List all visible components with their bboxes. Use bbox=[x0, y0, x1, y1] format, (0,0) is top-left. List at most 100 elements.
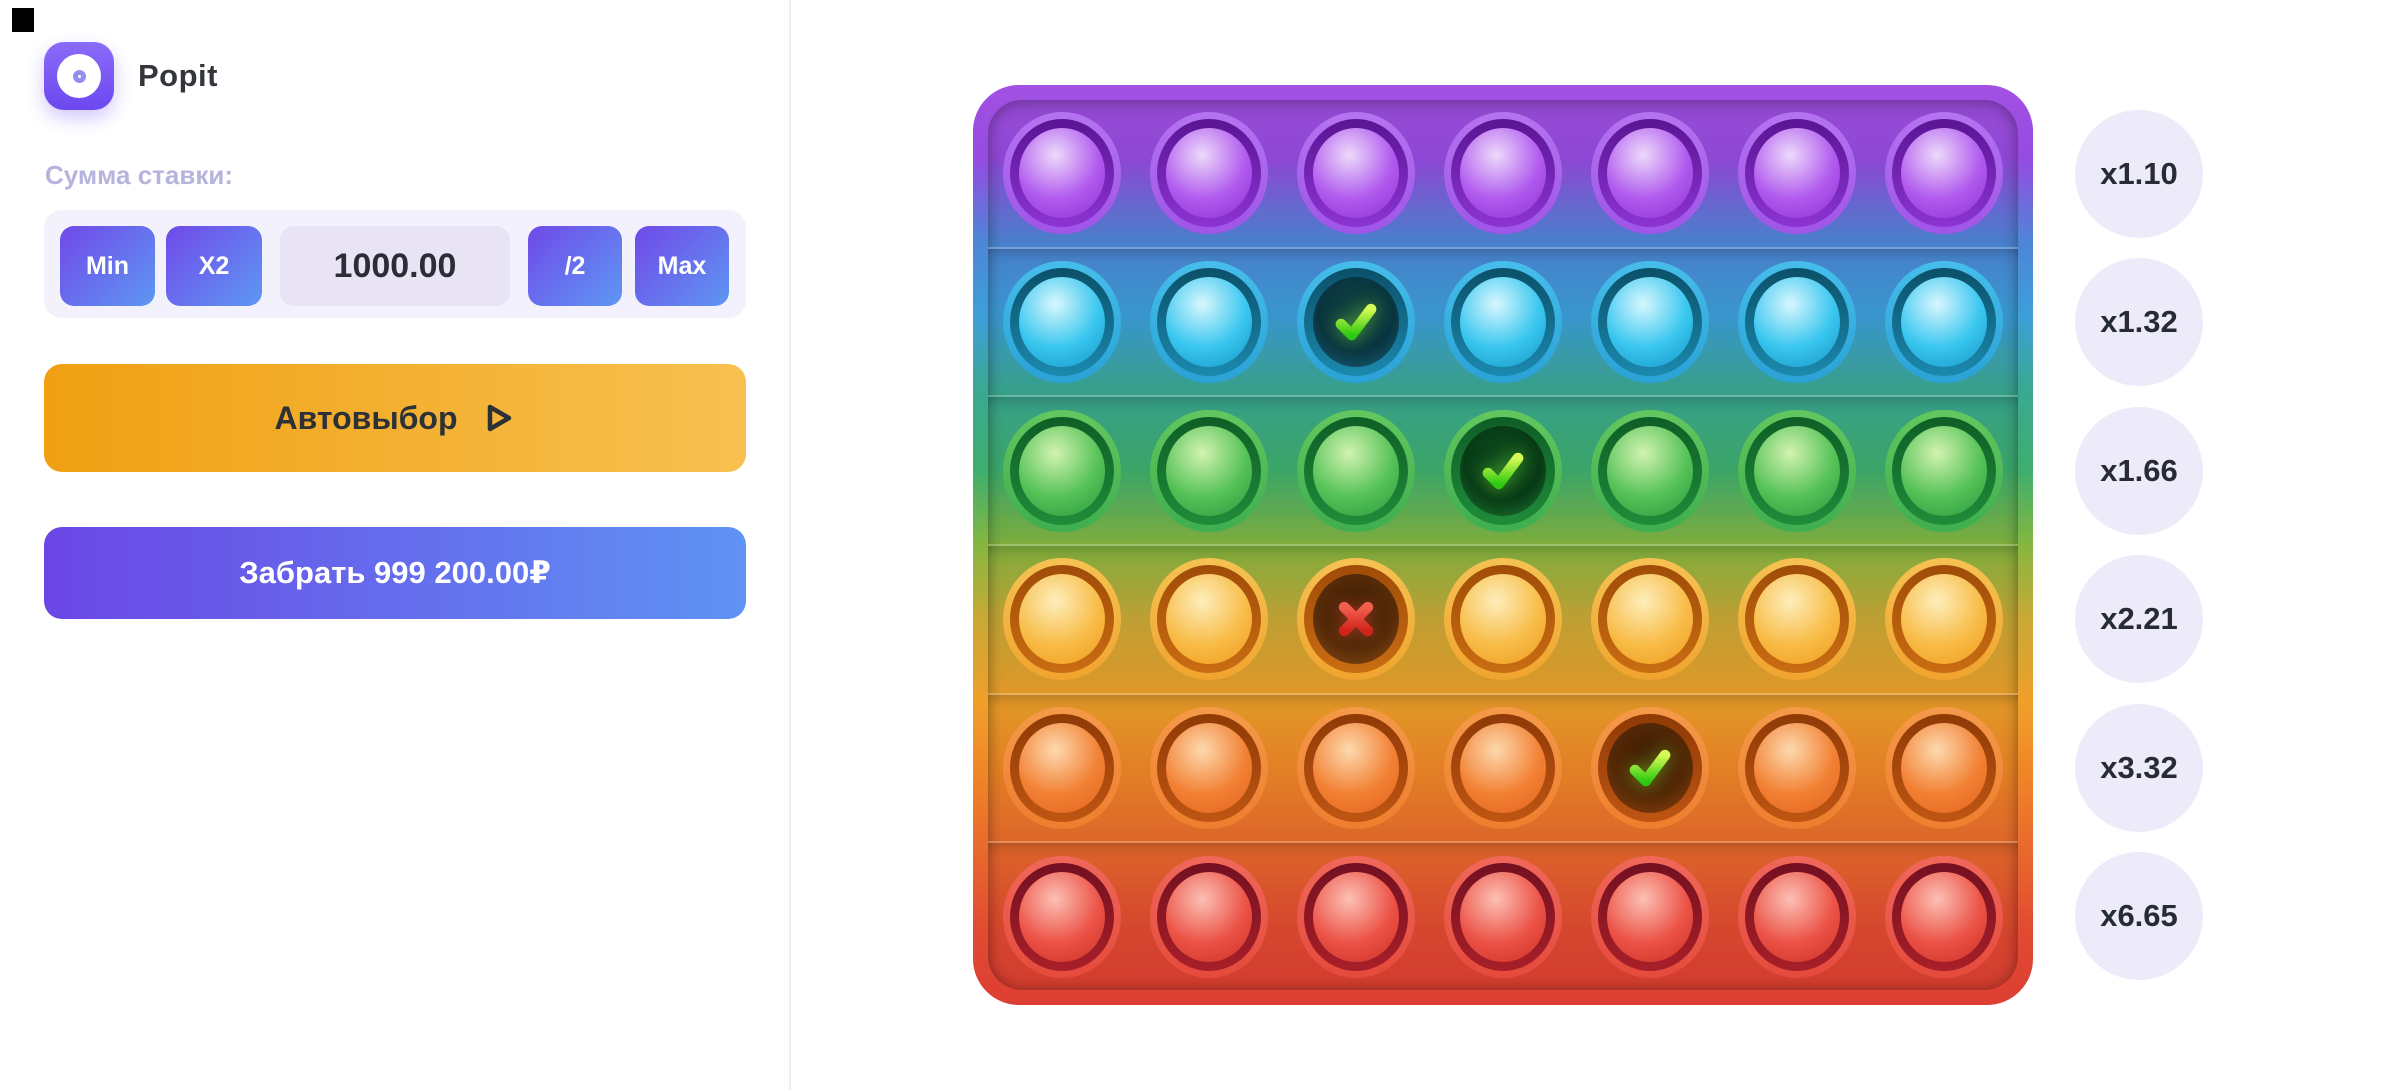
bubble-sphere bbox=[1901, 277, 1988, 367]
logo-circle bbox=[57, 54, 101, 98]
check-icon bbox=[1482, 452, 1524, 489]
bubble-socket-ring bbox=[1598, 268, 1703, 376]
bubble[interactable] bbox=[1149, 855, 1268, 978]
bubble-socket-ring bbox=[1156, 268, 1261, 376]
bubble-hit[interactable] bbox=[1443, 409, 1562, 532]
bubble-socket-ring bbox=[1598, 119, 1703, 228]
bubble[interactable] bbox=[1149, 261, 1268, 383]
bubble[interactable] bbox=[1885, 855, 2004, 978]
bubble-sphere bbox=[1901, 574, 1988, 665]
bubble[interactable] bbox=[1885, 112, 2004, 235]
bubble[interactable] bbox=[1296, 855, 1415, 978]
bubble-sphere bbox=[1018, 871, 1105, 962]
cross-icon bbox=[1338, 602, 1373, 637]
bubble-sphere bbox=[1754, 128, 1841, 219]
bubble-sphere bbox=[1312, 425, 1399, 516]
bubble[interactable] bbox=[1002, 558, 1121, 681]
bubble[interactable] bbox=[1443, 558, 1562, 681]
bubble-sphere bbox=[1018, 425, 1105, 516]
bubble-socket-ring bbox=[1156, 119, 1261, 228]
bubble-socket-ring bbox=[1892, 119, 1997, 228]
bet-double-button[interactable]: X2 bbox=[166, 226, 262, 306]
bubble[interactable] bbox=[1591, 261, 1710, 383]
bubble-socket-ring bbox=[1745, 565, 1850, 674]
autopick-button[interactable]: Автовыбор bbox=[44, 364, 746, 472]
cashout-button[interactable]: Забрать 999 200.00₽ bbox=[44, 527, 746, 619]
bubble[interactable] bbox=[1002, 855, 1121, 978]
bubble-sphere bbox=[1901, 425, 1988, 516]
bet-amount-input[interactable]: 1000.00 bbox=[280, 226, 510, 306]
bubble-sphere bbox=[1607, 871, 1694, 962]
bubble-sphere bbox=[1754, 425, 1841, 516]
bubble-socket-ring bbox=[1303, 862, 1408, 971]
bubble[interactable] bbox=[1591, 855, 1710, 978]
bubble[interactable] bbox=[1002, 409, 1121, 532]
check-icon bbox=[1335, 303, 1377, 341]
bubble-cavity bbox=[1312, 277, 1399, 367]
bubble-sphere bbox=[1018, 723, 1105, 814]
multiplier-badge: x3.32 bbox=[2075, 703, 2203, 832]
multiplier-list: x1.10 x1.32 x1.66 x2.21 x3.32 x6.65 bbox=[2075, 110, 2203, 980]
bubble-socket-ring bbox=[1009, 714, 1114, 823]
bubble[interactable] bbox=[1002, 707, 1121, 830]
bubble[interactable] bbox=[1149, 112, 1268, 235]
bubble[interactable] bbox=[1885, 707, 2004, 830]
board-row-amber bbox=[988, 544, 2018, 693]
bubble[interactable] bbox=[1002, 112, 1121, 235]
bubble[interactable] bbox=[1149, 409, 1268, 532]
bet-half-button[interactable]: /2 bbox=[528, 226, 622, 306]
bubble-socket-ring bbox=[1598, 714, 1703, 823]
brand: Popit bbox=[44, 42, 218, 110]
board-row-green bbox=[988, 395, 2018, 544]
bubble-socket-ring bbox=[1303, 714, 1408, 823]
bubble[interactable] bbox=[1885, 558, 2004, 681]
bubble[interactable] bbox=[1738, 855, 1857, 978]
bubble[interactable] bbox=[1738, 558, 1857, 681]
bubble[interactable] bbox=[1296, 409, 1415, 532]
bubble[interactable] bbox=[1738, 261, 1857, 383]
bubble-sphere bbox=[1165, 425, 1252, 516]
bubble[interactable] bbox=[1443, 707, 1562, 830]
bubble[interactable] bbox=[1591, 409, 1710, 532]
bubble[interactable] bbox=[1149, 558, 1268, 681]
bubble[interactable] bbox=[1296, 707, 1415, 830]
bubble[interactable] bbox=[1443, 112, 1562, 235]
bubble[interactable] bbox=[1885, 409, 2004, 532]
bubble[interactable] bbox=[1885, 261, 2004, 383]
bubble-socket-ring bbox=[1598, 416, 1703, 525]
bubble[interactable] bbox=[1443, 261, 1562, 383]
bet-max-button[interactable]: Max bbox=[635, 226, 729, 306]
bubble[interactable] bbox=[1738, 409, 1857, 532]
bubble[interactable] bbox=[1738, 112, 1857, 235]
bubble[interactable] bbox=[1296, 112, 1415, 235]
board-row-cyan bbox=[988, 246, 2018, 396]
bubble[interactable] bbox=[1002, 261, 1121, 383]
bubble-socket-ring bbox=[1892, 416, 1997, 525]
bubble-sphere bbox=[1901, 128, 1988, 219]
bubble-hit[interactable] bbox=[1591, 707, 1710, 830]
bubble-socket-ring bbox=[1450, 119, 1555, 228]
bet-min-button[interactable]: Min bbox=[60, 226, 155, 306]
game-title: Popit bbox=[138, 58, 218, 93]
bubble[interactable] bbox=[1738, 707, 1857, 830]
bubble-sphere bbox=[1459, 128, 1546, 219]
bubble[interactable] bbox=[1149, 707, 1268, 830]
bubble-sphere bbox=[1754, 277, 1841, 367]
bubble-miss[interactable] bbox=[1296, 558, 1415, 681]
bubble[interactable] bbox=[1591, 112, 1710, 235]
bubble-hit[interactable] bbox=[1296, 261, 1415, 383]
popit-board bbox=[973, 85, 2033, 1005]
bubble-socket-ring bbox=[1009, 862, 1114, 971]
play-icon bbox=[487, 404, 511, 432]
multiplier-badge: x1.10 bbox=[2075, 110, 2203, 238]
bubble-sphere bbox=[1754, 871, 1841, 962]
bubble-sphere bbox=[1018, 128, 1105, 219]
bubble[interactable] bbox=[1443, 855, 1562, 978]
cashout-label: Забрать 999 200.00₽ bbox=[239, 555, 551, 590]
bubble-socket-ring bbox=[1009, 565, 1114, 674]
bubble-socket-ring bbox=[1598, 862, 1703, 971]
bubble-socket-ring bbox=[1450, 416, 1555, 525]
bubble[interactable] bbox=[1591, 558, 1710, 681]
bubble-socket-ring bbox=[1450, 268, 1555, 376]
autopick-label: Автовыбор bbox=[274, 399, 458, 436]
